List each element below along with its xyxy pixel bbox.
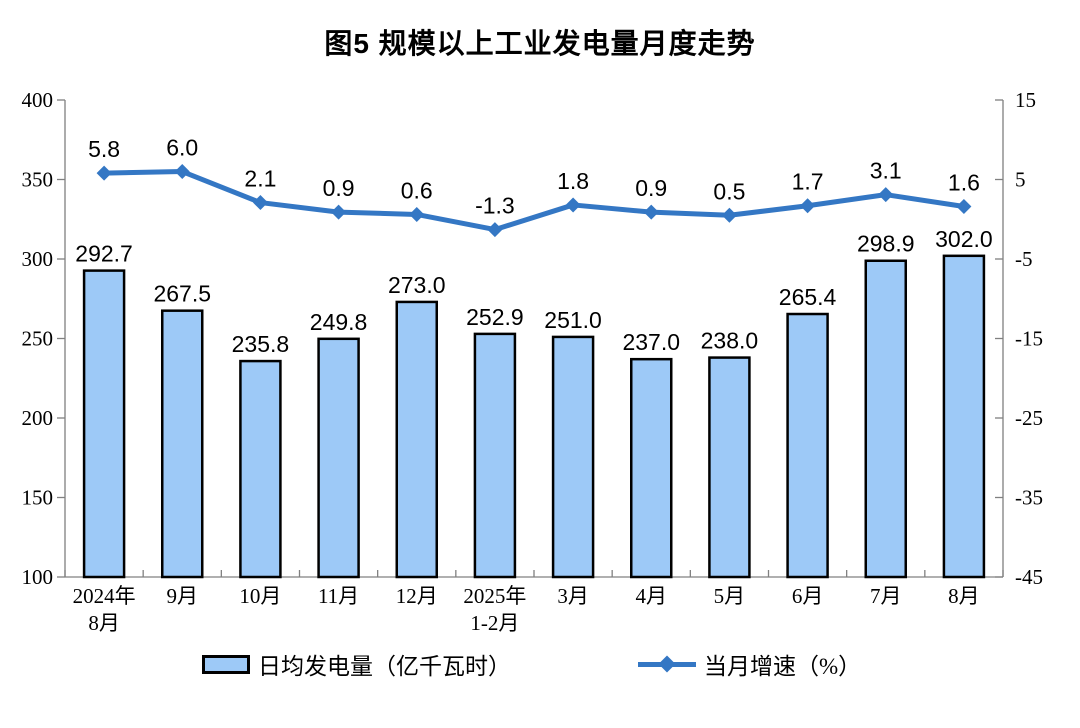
x-category-label: 8月 [88,611,120,635]
y-axis-right-tick-label: -45 [1015,565,1043,589]
line-value-label: 0.5 [713,178,745,204]
y-axis-right-tick-label: -5 [1015,247,1033,271]
line-value-label: 1.7 [792,169,824,195]
line-value-label: 5.8 [88,136,120,162]
line-marker [487,222,503,238]
x-category-label: 6月 [792,584,824,608]
x-category-label: 5月 [714,584,746,608]
bar-value-label: 302.0 [935,226,993,252]
x-category-label: 12月 [396,584,438,608]
line-marker [174,164,190,180]
line-value-label: -1.3 [475,193,515,219]
x-category-label: 10月 [239,584,281,608]
y-axis-right-tick-label: 5 [1015,168,1026,192]
x-category-label: 9月 [167,584,199,608]
line-value-label: 0.9 [323,175,355,201]
bar-value-label: 249.8 [310,309,368,335]
bar-value-label: 251.0 [544,307,602,333]
growth-line [101,169,967,233]
line-marker [643,204,659,220]
bar [82,269,126,579]
y-axis-left-tick-label: 250 [22,327,54,351]
bar-value-label: 252.9 [466,304,524,330]
bar [942,254,986,579]
line-marker [96,165,112,181]
bar [786,312,829,579]
line-value-label: 0.9 [635,175,667,201]
bar [630,357,673,579]
bar-value-label: 273.0 [388,272,446,298]
line-marker [565,197,581,213]
x-category-label: 1-2月 [470,611,519,635]
line-marker [800,198,816,214]
x-category-label: 7月 [870,584,902,608]
y-axis-left-tick-label: 350 [22,168,54,192]
x-category-label: 11月 [318,584,359,608]
bar-value-label: 265.4 [779,284,837,310]
bar [395,300,438,579]
line-value-label: 0.6 [401,177,433,203]
x-category-label: 2025年 [463,584,526,608]
x-category-label: 4月 [636,584,668,608]
chart-canvas: 100 150 200 250 300 350 400 -45 -35 -25 -15 -5 5 15 20… [22,88,1044,635]
bar-value-label: 292.7 [75,241,133,267]
y-axis-right-tick-label: -15 [1015,327,1043,351]
chart-title: 图5 规模以上工业发电量月度走势 [324,28,756,59]
line-swatch-icon [638,655,696,672]
bar-value-label: 267.5 [153,281,211,307]
bar-value-label: 237.0 [622,329,680,355]
bar-value-label: 235.8 [232,331,290,357]
line-value-label: 1.6 [948,170,980,196]
line-value-label: 3.1 [870,158,902,184]
y-axis-right-tick-label: -35 [1015,486,1043,510]
bar-value-label: 298.9 [857,231,915,257]
x-category-label: 8月 [948,584,980,608]
legend-line-label: 当月增速（%） [704,654,862,679]
diamond-marker-icon [658,655,676,672]
bar [708,356,751,579]
bar [317,337,360,579]
line-value-label: 1.8 [557,168,589,194]
bar-swatch-icon [202,654,250,674]
line-value-label: 6.0 [166,135,198,161]
chart-legend: 日均发电量（亿千瓦时） 当月增速（%） [0,646,1080,682]
legend-bar-label: 日均发电量（亿千瓦时） [258,654,511,679]
line-marker [252,195,268,211]
line-marker [331,204,347,220]
bar-value-label: 238.0 [701,328,759,354]
line-marker [409,206,425,222]
line-marker [956,199,972,215]
legend-item-bar-series: 日均发电量（亿千瓦时） [202,646,511,682]
bar [239,359,282,579]
bar [864,259,907,579]
line-marker [721,207,737,223]
bar [161,309,204,579]
bar [473,332,517,579]
line-marker [878,187,894,203]
y-axis-left-tick-label: 150 [22,486,54,510]
y-axis-left-tick-label: 300 [22,247,54,271]
y-axis-right-tick-label: 15 [1015,88,1036,112]
legend-item-line-series: 当月增速（%） [638,646,861,682]
y-axis-left-tick-label: 400 [22,88,54,112]
y-axis-left-tick-label: 200 [22,406,54,430]
x-category-label: 3月 [557,584,589,608]
line-value-label: 2.1 [244,166,276,192]
bar [551,335,595,579]
x-category-label: 2024年 [73,584,136,608]
y-axis-left-tick-label: 100 [22,565,54,589]
y-axis-right-tick-label: -25 [1015,406,1043,430]
